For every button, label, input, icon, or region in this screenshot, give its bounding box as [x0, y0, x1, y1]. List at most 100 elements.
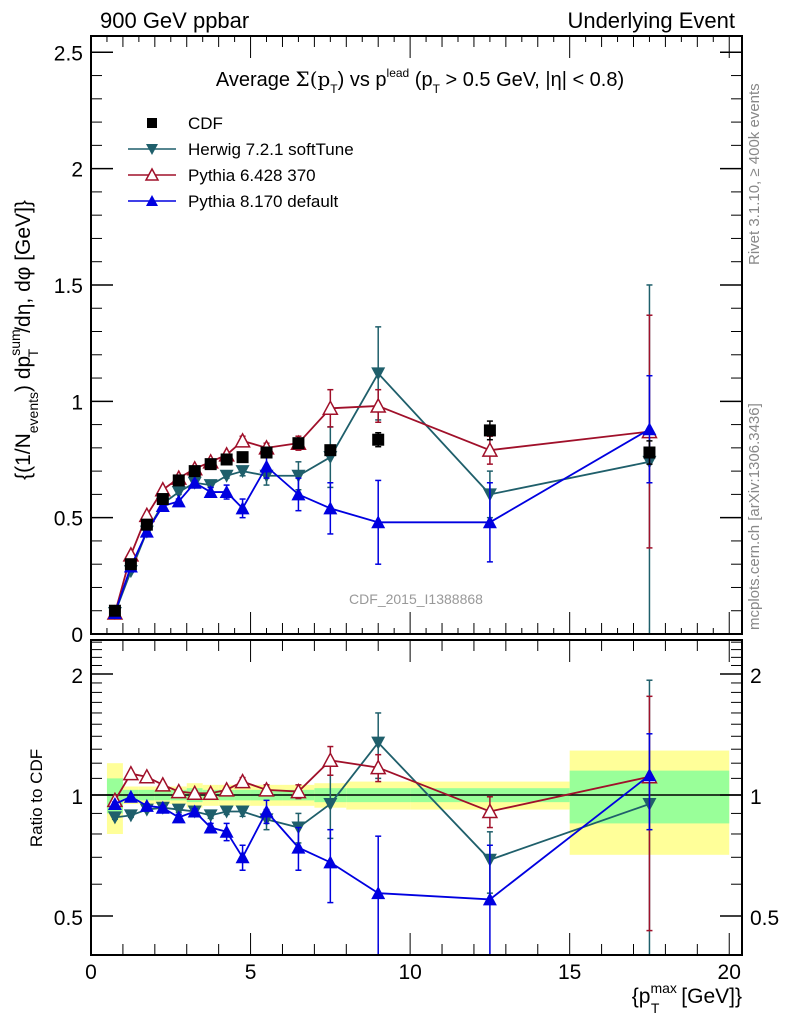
ratio-point: [155, 800, 170, 814]
data-point: [234, 432, 251, 448]
data-point: [203, 485, 218, 499]
ratio-series-pythia-8-170-default: [107, 733, 657, 955]
ratio-point: [235, 805, 250, 819]
ratio-point: [123, 789, 138, 803]
data-point: [124, 558, 137, 571]
data-point: [108, 604, 121, 617]
data-point: [236, 451, 249, 464]
data-point: [139, 524, 154, 538]
data-point: [156, 493, 169, 506]
analysis-label: CDF_2015_I1388868: [349, 591, 483, 607]
data-point: [171, 486, 186, 500]
ratio-point: [202, 784, 219, 801]
ratio-point: [371, 886, 386, 900]
ratio-point: [187, 804, 202, 818]
y-tick-label: 2: [71, 159, 83, 182]
ratio-y-tick-label: 1: [71, 786, 83, 809]
y-tick-label: 1.5: [54, 275, 83, 298]
ratio-point: [258, 781, 275, 797]
ratio-point: [235, 850, 250, 864]
ratio-point: [369, 759, 387, 775]
x-tick-label: 20: [718, 961, 741, 984]
y-tick-label: 2.5: [54, 42, 83, 65]
data-point: [483, 424, 496, 437]
y-tick-label: 0.5: [54, 508, 83, 531]
data-point: [292, 437, 305, 450]
data-point: [219, 469, 234, 483]
ratio-point: [291, 840, 306, 854]
x-tick-label: 15: [558, 961, 581, 984]
legend-marker: [146, 195, 158, 206]
xlabel: {pmax T [GeV]}: [632, 980, 742, 1016]
data-point: [235, 501, 250, 515]
legend-label: CDF: [188, 114, 223, 133]
ratio-point: [107, 811, 122, 825]
ratio-y-tick-label-right: 0.5: [750, 907, 779, 930]
ratio-point: [323, 855, 338, 869]
data-point: [155, 499, 170, 513]
data-point: [322, 399, 339, 416]
ratio-series: [106, 679, 658, 955]
legend-marker: [147, 118, 157, 128]
ratio-frame: [90, 639, 743, 956]
data-point: [260, 446, 273, 459]
ratio-point: [371, 736, 386, 750]
legend-item: Pythia 8.170 default: [128, 192, 339, 211]
data-point: [235, 465, 250, 479]
ratio-point: [323, 797, 338, 811]
ratio-axes: 0.5 0.51 12 20 5 10 15 20: [54, 640, 779, 984]
legend-label: Pythia 8.170 default: [188, 192, 339, 211]
plot-title: Average Σ(pT) vs plead (pT > 0.5 GeV, |η…: [216, 66, 624, 96]
series-line: [114, 428, 650, 614]
y-tick-label: 1: [71, 391, 83, 414]
ratio-point: [170, 782, 188, 799]
series-herwig-7-2-1-softtune: [107, 284, 657, 634]
ratio-point: [138, 768, 156, 784]
ratio-point: [219, 805, 234, 819]
y-tick-label: 0: [71, 624, 83, 647]
data-point: [372, 433, 385, 446]
data-point: [481, 441, 499, 457]
legend-item: CDF: [147, 114, 223, 133]
legend-item: Herwig 7.2.1 softTune: [128, 140, 354, 159]
header-left: 900 GeV ppbar: [100, 8, 249, 33]
data-point: [323, 501, 338, 515]
legend-marker: [144, 167, 160, 181]
data-point: [291, 469, 306, 483]
legend-item: Pythia 6.428 370: [128, 166, 316, 185]
ratio-point: [186, 784, 203, 801]
ratio-point: [219, 824, 234, 838]
ratio-point: [290, 782, 307, 799]
main-frame: [90, 35, 743, 635]
data-point: [204, 458, 217, 471]
ratio-point: [322, 751, 339, 768]
x-tick-label: 10: [398, 961, 421, 984]
data-point: [291, 487, 306, 501]
data-point: [642, 422, 657, 436]
ratio-point: [139, 798, 154, 812]
main-ylabel: {(1/Nevents) dpsum T/dη, dφ [GeV]}: [7, 200, 41, 480]
series-cdf: [108, 420, 656, 617]
main-axes: 0 0.5 1 1.5 2 2.5: [54, 36, 742, 647]
ratio-point: [234, 773, 251, 789]
main-series: [106, 284, 658, 634]
legend-label: Pythia 6.428 370: [188, 166, 316, 185]
x-tick-label: 0: [85, 961, 97, 984]
ratio-point: [171, 803, 186, 817]
data-point: [171, 494, 186, 508]
ratio-bands: [91, 750, 742, 855]
data-point: [172, 474, 185, 487]
ratio-point: [203, 820, 218, 834]
data-point: [643, 446, 656, 459]
ratio-point: [203, 809, 218, 823]
ratio-point: [482, 892, 497, 906]
data-point: [140, 518, 153, 531]
ratio-ylabel: Ratio to CDF: [27, 749, 46, 847]
ratio-point: [481, 802, 499, 819]
data-point: [219, 485, 234, 499]
ratio-point: [218, 781, 235, 797]
legend-marker: [146, 144, 158, 155]
ratio-point: [122, 765, 140, 781]
ratio-point: [107, 796, 122, 810]
ratio-point: [259, 804, 274, 818]
